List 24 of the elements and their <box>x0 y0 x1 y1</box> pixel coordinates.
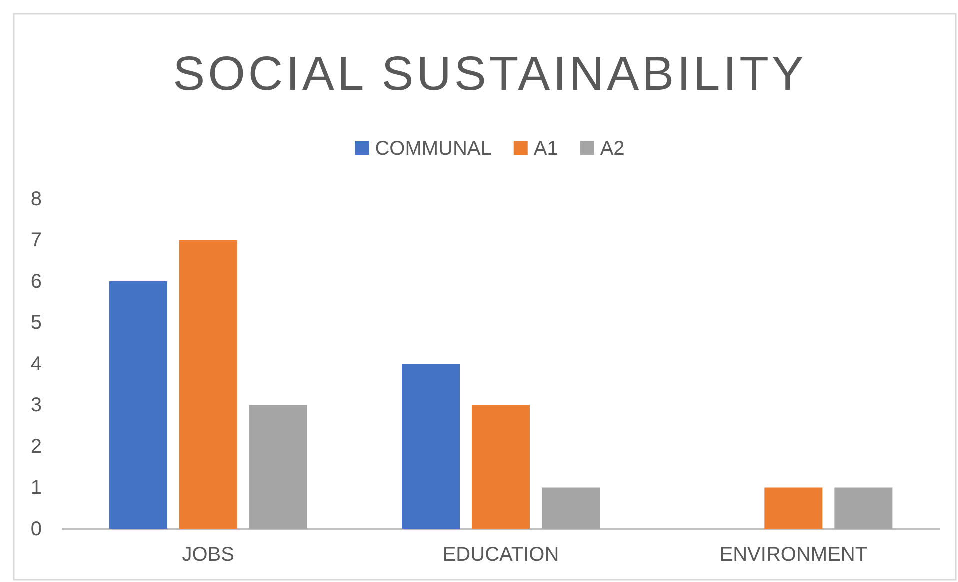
bar <box>109 282 168 529</box>
y-tick-label: 6 <box>30 270 42 293</box>
bar <box>834 488 893 529</box>
legend-label: A1 <box>534 138 558 160</box>
y-tick-label: 4 <box>30 353 42 376</box>
bar <box>402 364 460 529</box>
bar <box>472 405 530 529</box>
legend-label: COMMUNAL <box>375 138 492 160</box>
y-tick-label: 1 <box>30 477 42 500</box>
y-tick-label: 3 <box>30 394 42 417</box>
x-tick-label: EDUCATION <box>442 544 560 566</box>
y-tick-label: 2 <box>30 436 42 458</box>
x-tick-label: ENVIRONMENT <box>720 544 868 566</box>
y-tick-label: 7 <box>30 230 42 252</box>
y-tick-label: 0 <box>30 518 42 540</box>
y-tick-label: 5 <box>30 312 42 334</box>
legend-label: A2 <box>600 138 625 160</box>
bar <box>249 405 308 529</box>
x-tick-label: JOBS <box>182 544 234 566</box>
y-tick-label: 8 <box>30 188 42 210</box>
bar <box>542 488 600 529</box>
chart-title: SOCIAL SUSTAINABILITY <box>173 48 807 101</box>
bar <box>179 240 238 529</box>
bar <box>764 488 823 529</box>
